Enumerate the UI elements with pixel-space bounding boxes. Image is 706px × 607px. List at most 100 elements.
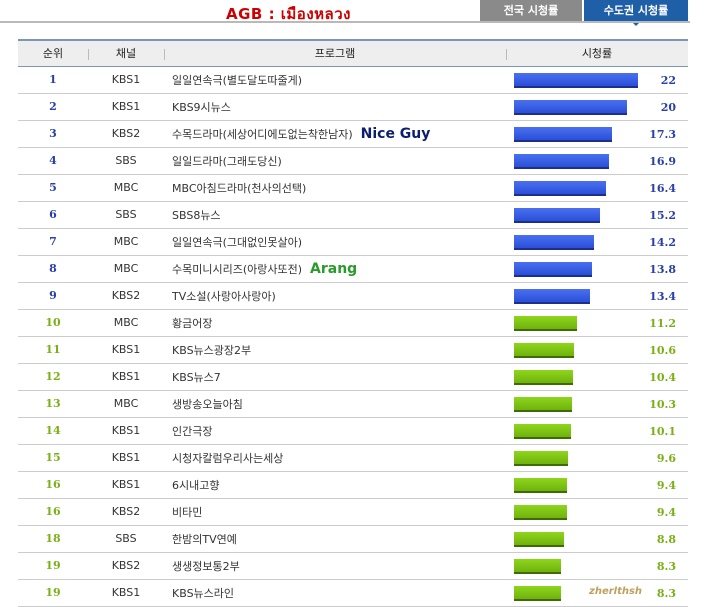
rank-cell: 12	[45, 370, 61, 383]
rating-value: 10.1	[649, 424, 676, 438]
channel-cell: KBS1	[111, 424, 141, 437]
rating-bar	[514, 99, 627, 115]
program-name: 일일연속극(별도달도따줄게)	[172, 73, 303, 87]
rating-value: 10.6	[649, 343, 676, 357]
program-cell: TV소설(사랑아사랑아)	[164, 282, 506, 309]
rating-bar	[514, 585, 561, 601]
program-cell: 생생정보통2부	[164, 552, 506, 579]
rating-cell: 17.3	[506, 120, 688, 147]
rating-cell: 16.4	[506, 174, 688, 201]
table-header-row: 순위 채널 프로그램 시청률	[18, 40, 688, 66]
program-cell: MBC아침드라마(천사의선택)	[164, 174, 506, 201]
table-row: 1 KBS1 일일연속극(별도달도따줄게) 22	[18, 66, 688, 93]
tab-capital-ratings[interactable]: 수도권 시청률	[584, 0, 688, 26]
program-name: 6시내고향	[172, 478, 220, 492]
program-name: 황금어장	[172, 316, 213, 330]
rank-cell: 6	[49, 208, 57, 221]
rank-cell: 5	[49, 181, 57, 194]
rating-cell: 8.3	[506, 579, 688, 606]
rating-value: 8.8	[656, 532, 676, 546]
rating-value: 9.4	[656, 505, 676, 519]
rank-cell: 19	[45, 586, 61, 599]
program-name: 비타민	[172, 505, 203, 519]
rank-cell: 16	[45, 478, 61, 491]
ratings-table-body: 1 KBS1 일일연속극(별도달도따줄게) 22 2 KBS1 KBS9시뉴스 20 3 KBS2…	[18, 66, 688, 606]
channel-cell: KBS1	[111, 586, 141, 599]
rating-value: 16.4	[649, 181, 676, 195]
rating-value: 10.4	[649, 370, 676, 384]
channel-cell: MBC	[113, 397, 139, 410]
rating-cell: 10.6	[506, 336, 688, 363]
program-name: KBS뉴스라인	[172, 586, 235, 600]
rating-cell: 8.3	[506, 552, 688, 579]
rating-bar	[514, 234, 594, 250]
rank-cell: 7	[49, 235, 57, 248]
channel-cell: KBS1	[111, 100, 141, 113]
rating-bar	[514, 72, 638, 88]
rating-value: 8.3	[656, 586, 676, 600]
table-row: 4 SBS 일일드라마(그래도당신) 16.9	[18, 147, 688, 174]
table-row: 13 MBC 생방송오늘아침 10.3	[18, 390, 688, 417]
rating-cell: 22	[506, 66, 688, 93]
channel-cell: KBS1	[111, 73, 141, 86]
program-cell: 시청자칼럼우리사는세상	[164, 444, 506, 471]
watermark: zherlthsh	[589, 586, 643, 597]
rating-value: 10.3	[649, 397, 676, 411]
rating-bar	[514, 180, 606, 196]
rating-bar	[514, 315, 577, 331]
program-cell: 수목미니시리즈(아랑사또전) Arang	[164, 255, 506, 282]
rating-cell: 13.4	[506, 282, 688, 309]
rating-cell: 9.6	[506, 444, 688, 471]
table-row: 15 KBS1 시청자칼럼우리사는세상 9.6	[18, 444, 688, 471]
program-cell: 비타민	[164, 498, 506, 525]
rank-cell: 11	[45, 343, 61, 356]
program-name: 시청자칼럼우리사는세상	[172, 451, 284, 465]
channel-cell: MBC	[113, 316, 139, 329]
rank-cell: 16	[45, 505, 61, 518]
program-cell: 일일연속극(그대없인못살아)	[164, 228, 506, 255]
rating-cell: 10.4	[506, 363, 688, 390]
table-row: 12 KBS1 KBS뉴스7 10.4	[18, 363, 688, 390]
rating-cell: 15.2	[506, 201, 688, 228]
program-cell: 황금어장	[164, 309, 506, 336]
active-tab-pointer	[631, 21, 641, 26]
program-name: 수목미니시리즈(아랑사또전)	[172, 262, 303, 276]
rating-cell: 14.2	[506, 228, 688, 255]
table-row: 9 KBS2 TV소설(사랑아사랑아) 13.4	[18, 282, 688, 309]
table-row: 7 MBC 일일연속극(그대없인못살아) 14.2	[18, 228, 688, 255]
channel-cell: KBS2	[111, 505, 141, 518]
rating-bar	[514, 504, 567, 520]
table-row: 18 SBS 한밤의TV연예 8.8	[18, 525, 688, 552]
tab-capital-ratings-label: 수도권 시청률	[603, 4, 669, 17]
program-cell: KBS뉴스7	[164, 363, 506, 390]
rating-cell: 20	[506, 93, 688, 120]
program-name: KBS뉴스7	[172, 370, 221, 384]
channel-cell: KBS2	[111, 289, 141, 302]
rating-value: 9.4	[656, 478, 676, 492]
program-cell: KBS뉴스라인	[164, 579, 506, 606]
rating-value: 20	[660, 100, 676, 114]
tab-national-ratings[interactable]: 전국 시청률	[480, 0, 582, 21]
program-cell: SBS8뉴스	[164, 201, 506, 228]
rating-cell: 10.3	[506, 390, 688, 417]
ratings-table: 순위 채널 프로그램 시청률 1 KBS1 일일연속극(별도달도따줄게) 22 2 KBS…	[18, 39, 688, 607]
rank-cell: 3	[49, 127, 57, 140]
rank-cell: 15	[45, 451, 61, 464]
program-cell: 일일연속극(별도달도따줄게)	[164, 66, 506, 93]
program-cell: 수목드라마(세상어디에도없는착한남자) Nice Guy	[164, 120, 506, 147]
table-row: 6 SBS SBS8뉴스 15.2	[18, 201, 688, 228]
english-title-annotation: Nice Guy	[360, 125, 431, 142]
channel-cell: MBC	[113, 181, 139, 194]
table-row: 2 KBS1 KBS9시뉴스 20	[18, 93, 688, 120]
program-cell: KBS뉴스광장2부	[164, 336, 506, 363]
header-divider	[0, 21, 690, 23]
rank-cell: 4	[49, 154, 57, 167]
program-name: TV소설(사랑아사랑아)	[172, 289, 276, 303]
page-title: AGB : เมืองหลวง	[226, 5, 351, 23]
program-cell: KBS9시뉴스	[164, 93, 506, 120]
program-cell: 생방송오늘아침	[164, 390, 506, 417]
program-name: MBC아침드라마(천사의선택)	[172, 181, 307, 195]
channel-cell: MBC	[113, 262, 139, 275]
table-row: 19 KBS2 생생정보통2부 8.3	[18, 552, 688, 579]
rating-bar	[514, 477, 567, 493]
